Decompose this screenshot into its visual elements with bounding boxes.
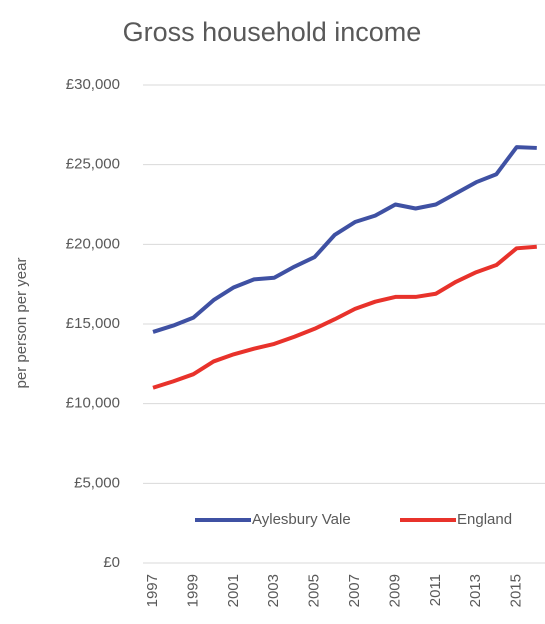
- x-tick-label: 2007: [346, 574, 363, 607]
- x-tick-label: 2005: [306, 574, 323, 607]
- y-tick-label: £30,000: [66, 76, 120, 93]
- y-tick-label: £20,000: [66, 235, 120, 252]
- legend-label: Aylesbury Vale: [252, 511, 351, 528]
- y-tick-label: £15,000: [66, 315, 120, 332]
- y-tick-label: £25,000: [66, 156, 120, 173]
- x-tick-label: 1997: [144, 574, 161, 607]
- x-tick-label: 1999: [184, 574, 201, 607]
- series-line: [152, 244, 537, 390]
- x-tick-label: 2013: [467, 574, 484, 607]
- x-tick-label: 2009: [386, 574, 403, 607]
- x-tick-label: 2015: [508, 574, 525, 607]
- y-axis-label: per person per year: [13, 258, 30, 389]
- x-tick-label: 2001: [225, 574, 242, 607]
- y-tick-label: £5,000: [74, 474, 120, 491]
- x-tick-label: 2011: [427, 574, 444, 606]
- y-tick-label: £0: [103, 554, 120, 571]
- chart-title: Gross household income: [123, 17, 422, 47]
- legend-label: England: [457, 511, 512, 528]
- y-tick-label: £10,000: [66, 395, 120, 412]
- x-tick-label: 2003: [265, 574, 282, 607]
- series-line: [152, 145, 537, 334]
